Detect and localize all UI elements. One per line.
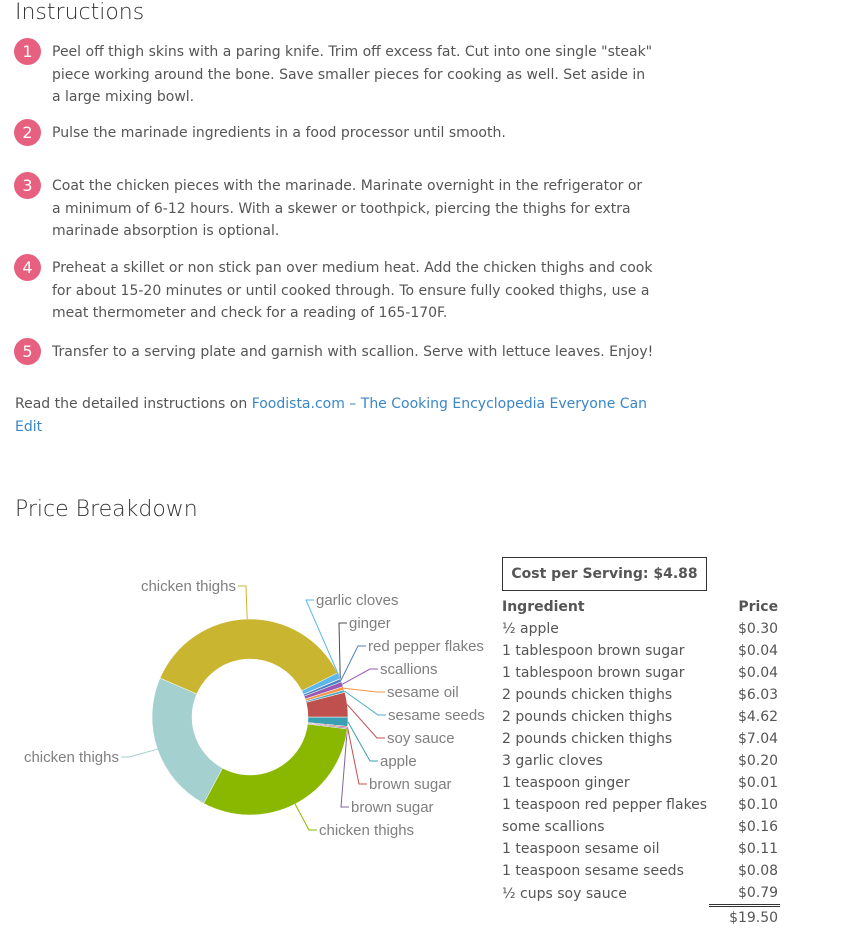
step-text: Coat the chicken pieces with the marinad… [52, 175, 654, 243]
table-row: 2 pounds chicken thighs$4.62 [500, 706, 780, 728]
price-donut-chart: apple brown sugar brown sugar chicken thigh… [0, 560, 500, 860]
slice-label: chicken thighs [319, 822, 414, 839]
ingredient-cell: 1 tablespoon brown sugar [500, 640, 709, 662]
leader-line [238, 586, 247, 619]
leader-line [347, 727, 367, 784]
price-cell: $0.10 [709, 794, 780, 816]
slice-label: brown sugar [369, 776, 452, 793]
price-cell: $7.04 [709, 728, 780, 750]
slice-label: chicken thighs [141, 578, 236, 595]
donut-slice-chicken-thighs [152, 678, 223, 803]
price-cell: $0.04 [709, 640, 780, 662]
table-row: 1 teaspoon ginger$0.01 [500, 772, 780, 794]
price-cell: $0.08 [709, 860, 780, 882]
table-row: 1 tablespoon brown sugar$0.04 [500, 662, 780, 684]
slice-label: soy sauce [387, 730, 455, 747]
slice-label: chicken thighs [24, 749, 119, 766]
leader-line [345, 691, 386, 715]
header-ingredient: Ingredient [500, 596, 709, 618]
step-text: Peel off thigh skins with a paring knife… [52, 41, 654, 109]
slice-label: apple [380, 753, 417, 770]
donut-slice-chicken-thighs [204, 724, 348, 815]
leader-line [342, 669, 378, 684]
ingredient-cell: 2 pounds chicken thighs [500, 728, 709, 750]
table-row: 1 teaspoon sesame seeds$0.08 [500, 860, 780, 882]
price-cell: $0.01 [709, 772, 780, 794]
leader-line [121, 749, 157, 757]
table-row: some scallions$0.16 [500, 816, 780, 838]
step-number-badge: 2 [14, 119, 41, 146]
ingredient-cell: ½ apple [500, 618, 709, 640]
slice-label: ginger [349, 615, 391, 632]
instruction-step: 3 Coat the chicken pieces with the marina… [14, 175, 654, 243]
table-row: ½ apple$0.30 [500, 618, 780, 640]
ingredient-cell: ½ cups soy sauce [500, 882, 709, 906]
slice-label: scallions [380, 661, 438, 678]
price-cell: $6.03 [709, 684, 780, 706]
read-more: Read the detailed instructions on Foodis… [15, 393, 665, 438]
ingredient-cell: 1 teaspoon red pepper flakes [500, 794, 709, 816]
slice-label: brown sugar [351, 799, 434, 816]
step-text: Pulse the marinade ingredients in a food… [52, 122, 506, 146]
instruction-step: 5 Transfer to a serving plate and garnish… [14, 341, 654, 365]
price-cell: $0.30 [709, 618, 780, 640]
table-row: 2 pounds chicken thighs$6.03 [500, 684, 780, 706]
ingredient-cell: 1 tablespoon brown sugar [500, 662, 709, 684]
price-cell: $0.11 [709, 838, 780, 860]
price-cell: $0.16 [709, 816, 780, 838]
price-breakdown-title: Price Breakdown [15, 497, 198, 522]
ingredient-cell: 1 teaspoon sesame seeds [500, 860, 709, 882]
total-row: $19.50 [500, 906, 780, 929]
slice-label: sesame oil [387, 684, 459, 701]
step-text: Preheat a skillet or non stick pan over … [52, 257, 654, 325]
ingredient-cell: 2 pounds chicken thighs [500, 706, 709, 728]
table-row: ½ cups soy sauce$0.79 [500, 882, 780, 906]
slice-label: red pepper flakes [368, 638, 484, 655]
price-cell: $0.04 [709, 662, 780, 684]
instruction-step: 1 Peel off thigh skins with a paring knif… [14, 41, 654, 109]
table-row: 1 tablespoon brown sugar$0.04 [500, 640, 780, 662]
donut-slice-chicken-thighs [160, 619, 337, 694]
table-row: 1 teaspoon red pepper flakes$0.10 [500, 794, 780, 816]
leader-line [347, 705, 385, 738]
step-text: Transfer to a serving plate and garnish … [52, 341, 653, 365]
leader-line [344, 688, 385, 692]
slice-label: garlic cloves [316, 592, 399, 609]
cost-per-serving: Cost per Serving: $4.88 [502, 557, 707, 591]
ingredient-cell: 3 garlic cloves [500, 750, 709, 772]
price-cell: $4.62 [709, 706, 780, 728]
price-cell: $0.20 [709, 750, 780, 772]
instructions-title: Instructions [15, 0, 144, 25]
ingredient-cell: 1 teaspoon ginger [500, 772, 709, 794]
step-number-badge: 3 [14, 172, 41, 199]
slice-label: sesame seeds [388, 707, 485, 724]
read-more-text: Read the detailed instructions on [15, 396, 252, 412]
ingredient-cell: 1 teaspoon sesame oil [500, 838, 709, 860]
step-number-badge: 4 [14, 254, 41, 281]
table-row: 2 pounds chicken thighs$7.04 [500, 728, 780, 750]
leader-line [295, 804, 317, 830]
table-row: 1 teaspoon sesame oil$0.11 [500, 838, 780, 860]
ingredient-cell: some scallions [500, 816, 709, 838]
ingredient-cell: 2 pounds chicken thighs [500, 684, 709, 706]
leader-line [341, 646, 366, 680]
step-number-badge: 5 [14, 338, 41, 365]
table-row: 3 garlic cloves$0.20 [500, 750, 780, 772]
total-price: $19.50 [709, 906, 780, 929]
instruction-step: 2 Pulse the marinade ingredients in a foo… [14, 122, 654, 146]
step-number-badge: 1 [14, 38, 41, 65]
header-price: Price [709, 596, 780, 618]
leader-line [348, 722, 378, 761]
instruction-step: 4 Preheat a skillet or non stick pan over… [14, 257, 654, 325]
price-cell: $0.79 [709, 882, 780, 906]
